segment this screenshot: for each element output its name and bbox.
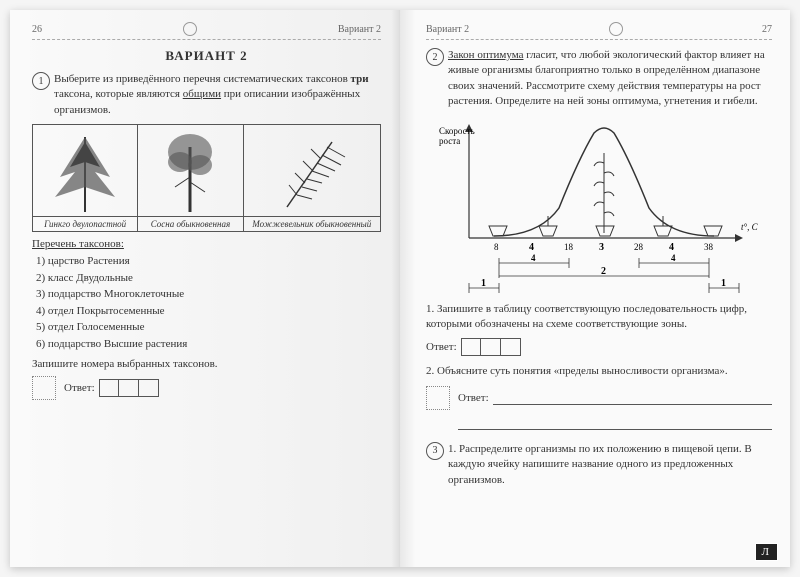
book-spread: 26 Вариант 2 ВАРИАНТ 2 1 Выберите из при… xyxy=(10,10,790,567)
answer-boxes[interactable] xyxy=(461,338,521,356)
answer-row: Ответ: xyxy=(32,376,381,400)
ylabel: Скорость xyxy=(439,126,475,136)
task-text: Закон оптимума гласит, что любой экологи… xyxy=(448,48,772,110)
taxon-list: 1) царство Растения 2) класс Двудольные … xyxy=(36,253,381,352)
answer-blank[interactable] xyxy=(458,416,772,430)
page-header-left: 26 Вариант 2 xyxy=(32,22,381,40)
checkbox-placeholder[interactable] xyxy=(426,386,450,410)
page-left: 26 Вариант 2 ВАРИАНТ 2 1 Выберите из при… xyxy=(10,10,400,567)
task-3: 3 1. Распределите организмы по их положе… xyxy=(426,442,772,488)
task-1: 1 Выберите из приведённого перечня систе… xyxy=(32,72,381,118)
page-right: Вариант 2 27 2 Закон оптимума гласит, чт… xyxy=(400,10,790,567)
list-item: 2) класс Двудольные xyxy=(36,270,381,287)
svg-text:4: 4 xyxy=(531,253,536,263)
task-text: 1. Распределите организмы по их положени… xyxy=(448,442,772,488)
subtask-2: 2. Объясните суть понятия «пределы вынос… xyxy=(426,364,772,379)
list-item: 4) отдел Покрытосеменные xyxy=(36,303,381,320)
variant-label: Вариант 2 xyxy=(426,24,469,35)
svg-text:28: 28 xyxy=(634,242,644,252)
tree-image-3 xyxy=(243,125,380,217)
svg-text:2: 2 xyxy=(601,266,606,277)
checkbox-placeholder[interactable] xyxy=(32,376,56,400)
answer-label: Ответ: xyxy=(458,392,489,404)
svg-text:18: 18 xyxy=(564,242,574,252)
page-header-right: Вариант 2 27 xyxy=(426,22,772,40)
list-item: 3) подцарство Многоклеточные xyxy=(36,286,381,303)
svg-text:8: 8 xyxy=(494,242,499,252)
answer-boxes[interactable] xyxy=(99,379,159,397)
answer-label: Ответ: xyxy=(426,341,457,353)
svg-text:4: 4 xyxy=(529,242,534,253)
list-item: 6) подцарство Высшие растения xyxy=(36,336,381,353)
logo-icon xyxy=(183,22,197,36)
page-title: ВАРИАНТ 2 xyxy=(32,48,381,64)
watermark: Л xyxy=(755,543,778,561)
svg-text:3: 3 xyxy=(599,242,604,253)
svg-text:4: 4 xyxy=(671,253,676,263)
svg-text:38: 38 xyxy=(704,242,714,252)
instruction: Запишите номера выбранных таксонов. xyxy=(32,358,381,370)
variant-label: Вариант 2 xyxy=(338,24,381,35)
answer-label: Ответ: xyxy=(64,382,95,394)
page-number: 27 xyxy=(762,24,772,35)
answer-line-row xyxy=(426,416,772,430)
subtask-1: 1. Запишите в таблицу соответствующую по… xyxy=(426,302,772,333)
question-number: 2 xyxy=(426,48,444,66)
answer-blank[interactable] xyxy=(493,391,772,405)
bell-curve-chart: Скорость роста t°, C xyxy=(439,118,759,298)
optimum-chart: Скорость роста t°, C xyxy=(426,118,772,298)
list-heading: Перечень таксонов: xyxy=(32,238,381,250)
svg-text:1: 1 xyxy=(721,278,726,289)
pine-icon xyxy=(145,127,235,212)
task-2: 2 Закон оптимума гласит, что любой эколо… xyxy=(426,48,772,110)
task-text: Выберите из приведённого перечня система… xyxy=(54,72,381,118)
ginkgo-icon xyxy=(40,127,130,212)
question-number: 1 xyxy=(32,72,50,90)
caption-1: Гинкго двулопастной xyxy=(33,217,138,232)
caption-3: Можжевельник обыкновенный xyxy=(243,217,380,232)
ylabel2: роста xyxy=(439,136,460,146)
answer-line-row: Ответ: xyxy=(426,386,772,410)
tree-image-2 xyxy=(138,125,243,217)
logo-icon xyxy=(609,22,623,36)
list-item: 5) отдел Голосеменные xyxy=(36,319,381,336)
organism-table: Гинкго двулопастной Сосна обыкновенная М… xyxy=(32,124,381,232)
juniper-icon xyxy=(267,127,357,212)
xlabel: t°, C xyxy=(741,222,759,232)
svg-text:1: 1 xyxy=(481,278,486,289)
svg-text:4: 4 xyxy=(669,242,674,253)
list-item: 1) царство Растения xyxy=(36,253,381,270)
page-number: 26 xyxy=(32,24,42,35)
tree-image-1 xyxy=(33,125,138,217)
question-number: 3 xyxy=(426,442,444,460)
answer-row-2: Ответ: xyxy=(426,338,772,356)
caption-2: Сосна обыкновенная xyxy=(138,217,243,232)
